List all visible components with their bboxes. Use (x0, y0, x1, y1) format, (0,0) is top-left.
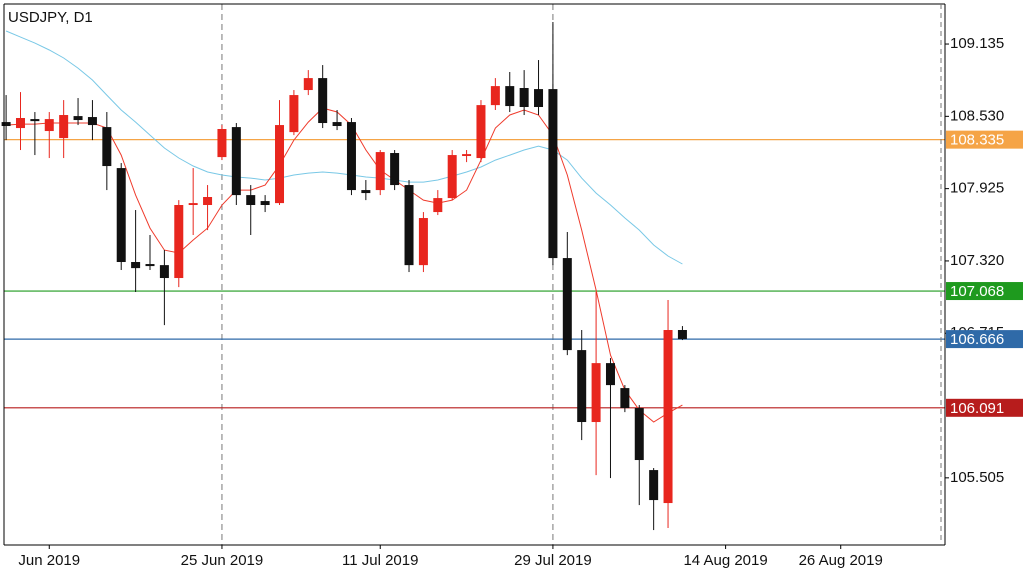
level-label: 106.091 (950, 400, 1004, 417)
candle-body (562, 258, 572, 351)
candle-body (361, 190, 371, 194)
level-label-box (946, 398, 1023, 417)
level-label: 106.666 (950, 331, 1004, 348)
candle-body (605, 363, 615, 386)
candle-body (649, 470, 659, 501)
candle-body (332, 122, 342, 127)
candle-body (663, 330, 673, 504)
moving-average (5, 30, 683, 265)
candle-body (346, 122, 356, 191)
x-tick-label: Jun 2019 (18, 552, 80, 569)
candle-body (30, 119, 40, 122)
candle-body (87, 117, 97, 126)
candle-body (418, 218, 428, 266)
candle-body (534, 89, 544, 108)
candle-body (174, 205, 184, 279)
candle-body (73, 116, 83, 121)
candle-body (289, 95, 299, 133)
candle-body (188, 203, 198, 206)
y-tick-label: 105.505 (950, 469, 1004, 486)
candle-body (145, 264, 155, 267)
candle-body (15, 118, 25, 129)
candle-body (548, 89, 558, 259)
y-tick-label: 108.530 (950, 107, 1004, 124)
candle-body (260, 201, 270, 206)
candle-body (476, 105, 486, 159)
candle-body (102, 127, 112, 167)
candle-body (1, 122, 11, 127)
plot-area (1, 4, 945, 545)
candle-body (505, 86, 515, 107)
candle-body (303, 78, 313, 91)
y-tick-label: 109.135 (950, 35, 1004, 52)
candle-body (634, 408, 644, 461)
candle-body (577, 350, 587, 423)
candle-body (433, 198, 443, 213)
candle-body (519, 88, 529, 108)
candle-body (490, 86, 500, 106)
candle-body (217, 129, 227, 158)
x-tick-label: 25 Jun 2019 (181, 552, 264, 569)
x-tick-label: 26 Aug 2019 (799, 552, 883, 569)
candle-body (390, 153, 400, 186)
candle-body (159, 265, 169, 279)
candle-body (44, 119, 54, 132)
candle-body (677, 330, 687, 340)
candle-body (116, 168, 126, 263)
level-label-box (946, 330, 1023, 349)
candle-body (375, 152, 385, 191)
candle-body (318, 78, 328, 124)
candle-body (246, 195, 256, 206)
chart-title: USDJPY, D1 (8, 9, 93, 26)
y-tick-label: 107.320 (950, 252, 1004, 269)
level-label-box (946, 130, 1023, 149)
candle-body (620, 388, 630, 409)
x-tick-label: 14 Aug 2019 (683, 552, 767, 569)
level-label-box (946, 282, 1023, 301)
candle-body (591, 363, 601, 423)
candle-body (59, 115, 69, 139)
candle-body (404, 185, 414, 266)
moving-average (6, 107, 683, 423)
candle-body (462, 154, 472, 157)
level-label: 108.335 (950, 132, 1004, 149)
candle-body (203, 197, 213, 206)
level-label: 107.068 (950, 283, 1004, 300)
y-tick-label: 107.925 (950, 180, 1004, 197)
candle-body (231, 127, 241, 196)
candle-body (131, 262, 141, 269)
x-tick-label: 29 Jul 2019 (514, 552, 592, 569)
candle-body (447, 155, 457, 199)
x-tick-label: 11 Jul 2019 (342, 552, 418, 569)
candle-body (275, 125, 285, 204)
